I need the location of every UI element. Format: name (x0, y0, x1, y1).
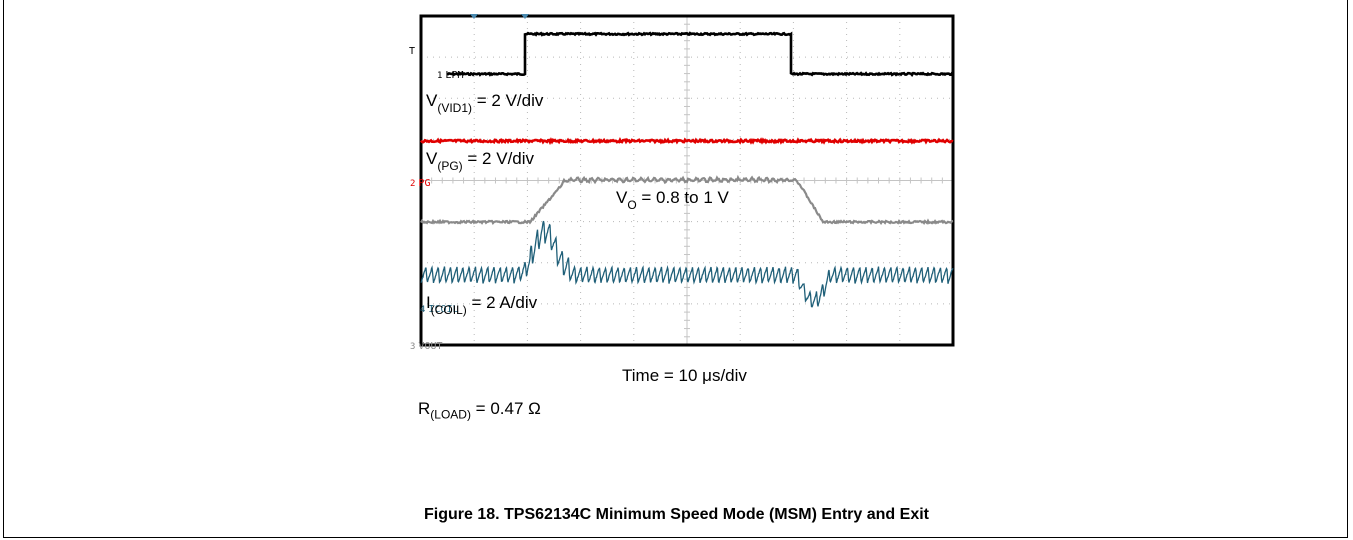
trigger-position-marker (470, 14, 478, 19)
rload-base: R (418, 399, 431, 418)
figure-caption: Figure 18. TPS62134C Minimum Speed Mode … (424, 506, 929, 523)
icoil-channel-tag: 4 ICOIL (420, 304, 459, 315)
lpm-trace (446, 31, 954, 77)
channel-number: 4 (420, 305, 425, 315)
annotation-base: I (426, 293, 431, 312)
rload-sub: (LOAD) (430, 407, 471, 422)
channel-name: LPM (445, 70, 463, 81)
channel-number: 1 (437, 71, 442, 81)
channel-name: VOUT (418, 341, 442, 352)
annotation-base: V (426, 91, 438, 110)
annotation-sub: (VID1) (437, 101, 472, 115)
annotation-sub: O (627, 198, 636, 212)
icoil-annotation: I(COIL) = 2 A/div (426, 293, 538, 317)
page-frame (3, 0, 1348, 538)
channel-name: ICOIL (428, 304, 458, 315)
annotation-rest: = 2 A/div (467, 293, 538, 312)
trigger-marker: T (409, 46, 415, 57)
annotation-base: V (426, 149, 438, 168)
pg-channel-tag: 2 PG (410, 178, 430, 189)
channel-name: PG (418, 178, 430, 189)
screen-border (419, 14, 955, 347)
vout-annotation: VO = 0.8 to 1 V (616, 188, 729, 212)
lpm-channel-tag: 1 LPM (437, 70, 463, 81)
lpm-annotation: V(VID1) = 2 V/div (426, 91, 544, 115)
channel-number: 2 (410, 179, 415, 189)
annotation-rest: = 0.8 to 1 V (637, 188, 730, 207)
vout-channel-tag: 3 VOUT (410, 341, 443, 352)
pg-trace (420, 136, 954, 146)
pg-annotation: V(PG) = 2 V/div (426, 149, 535, 173)
annotation-sub: (PG) (437, 159, 462, 173)
x-axis-label: Time = 10 μs/div (622, 366, 747, 385)
annotation-base: V (616, 188, 628, 207)
icoil-trace (420, 220, 954, 308)
trigger-position-marker (521, 14, 529, 19)
annotation-sub: (COIL) (431, 303, 467, 317)
traces (420, 31, 954, 308)
vout-trace (420, 174, 954, 226)
annotation-rest: = 2 V/div (463, 149, 535, 168)
channel-number: 3 (410, 342, 415, 352)
rload-rest: = 0.47 Ω (470, 399, 541, 418)
annotation-rest: = 2 V/div (472, 91, 544, 110)
load-resistance-note: R(LOAD) = 0.47 Ω (418, 399, 541, 421)
